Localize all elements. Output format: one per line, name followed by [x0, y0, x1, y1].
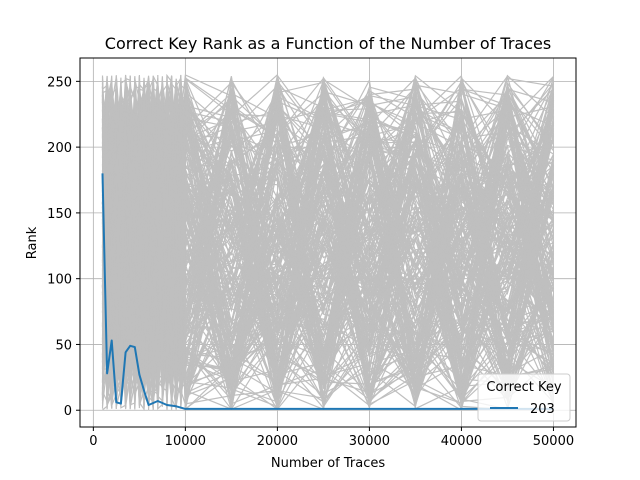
legend-label-203: 203	[530, 402, 555, 417]
x-tick-label: 0	[89, 434, 97, 449]
y-axis-label: Rank	[25, 226, 40, 259]
x-tick-label: 50000	[533, 434, 574, 449]
y-tick-label: 0	[64, 404, 72, 419]
x-axis-label: Number of Traces	[271, 456, 386, 471]
chart-title: Correct Key Rank as a Function of the Nu…	[105, 34, 551, 53]
x-tick-label: 20000	[257, 434, 298, 449]
series-line-203	[101, 173, 554, 410]
wrong-key-line	[101, 92, 554, 409]
legend-title: Correct Key	[486, 380, 561, 395]
wrong-key-line	[101, 83, 554, 398]
series-layer	[101, 173, 554, 410]
y-axis-ticks: 0 50 100 150 200 250	[47, 75, 80, 419]
y-tick-label: 200	[47, 141, 72, 156]
y-tick-label: 250	[47, 75, 72, 90]
y-tick-label: 150	[47, 207, 72, 222]
background-key-lines	[101, 73, 555, 412]
y-tick-label: 100	[47, 273, 72, 288]
x-tick-label: 10000	[165, 434, 206, 449]
x-axis-ticks: 0 10000 20000 30000 40000 50000	[89, 427, 574, 449]
legend: Correct Key 203	[477, 373, 571, 422]
wrong-key-line	[101, 78, 555, 410]
wrong-key-line	[101, 76, 554, 406]
wrong-key-line	[101, 95, 555, 403]
y-tick-label: 50	[55, 338, 72, 353]
legend-box	[477, 373, 571, 422]
plot-frame	[79, 57, 577, 428]
x-tick-label: 30000	[349, 434, 390, 449]
wrong-key-line	[101, 119, 554, 407]
x-tick-label: 40000	[441, 434, 482, 449]
